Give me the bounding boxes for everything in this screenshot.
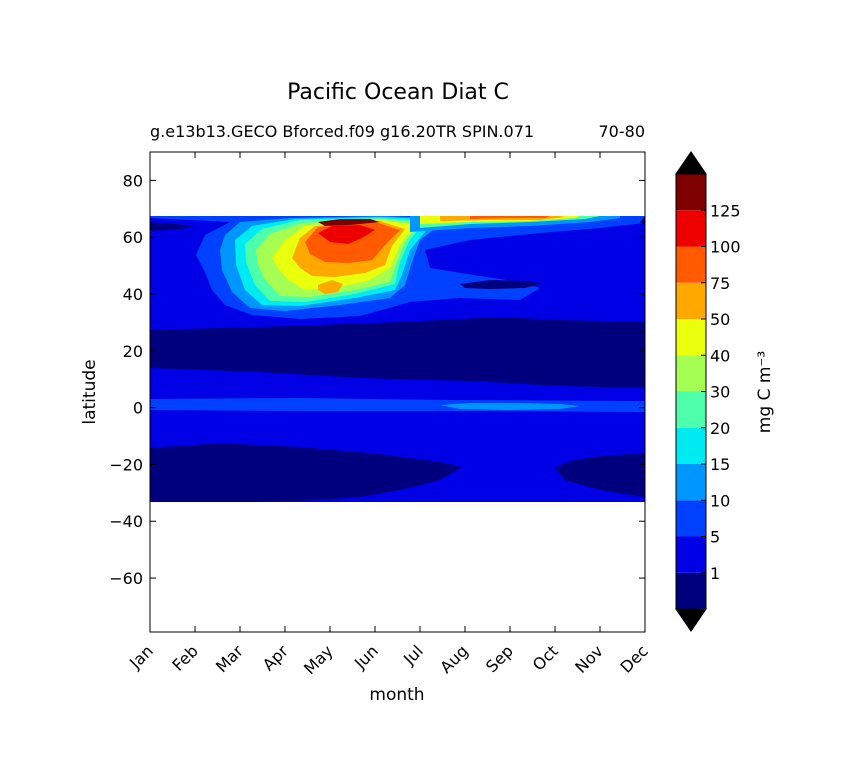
x-tick-label: Nov (571, 641, 607, 677)
colorbar-tick-label: 5 (710, 528, 720, 547)
colorbar-tick-label: 50 (710, 310, 730, 329)
x-tick-label: Sep (482, 641, 517, 676)
colorbar-segment (676, 174, 706, 211)
contour-north-low (150, 317, 645, 388)
x-tick-label: Jun (350, 641, 382, 673)
chart-subtitle: g.e13b13.GECO Bforced.f09 g16.20TR SPIN.… (150, 122, 534, 141)
x-axis-label: month (369, 685, 424, 705)
y-tick-label: 60 (123, 228, 143, 247)
colorbar-tick-label: 20 (710, 419, 730, 438)
contour-south-low (150, 443, 462, 502)
plot-frame (149, 151, 646, 633)
colorbar-segment (676, 282, 706, 319)
contour-ne-low (460, 280, 542, 289)
colorbar-tick-label: 10 (710, 491, 730, 510)
colorbar-segment (676, 355, 706, 392)
colorbar-segment (676, 210, 706, 247)
colorbar-segment (676, 319, 706, 356)
colorbar-label: mg C m⁻³ (755, 351, 775, 433)
contour-ne-corner-low (640, 216, 645, 226)
y-tick-label: 0 (133, 399, 143, 418)
colorbar-tick-label: 30 (710, 383, 730, 402)
x-tick-label: Mar (212, 641, 247, 676)
contour-bloom-125 (318, 219, 380, 226)
contour-field (150, 216, 645, 502)
y-tick-label: 80 (123, 171, 143, 190)
colorbar-segment (676, 427, 706, 464)
contour-edge-75 (470, 216, 550, 219)
colorbar-tick-label: 125 (710, 201, 741, 220)
y-tick-label: −20 (109, 455, 143, 474)
colorbar-segment (676, 464, 706, 501)
colorbar-segment (676, 246, 706, 283)
x-tick-label: Jul (399, 641, 427, 669)
contour-nw-low (150, 222, 195, 231)
colorbar-tick-label: 40 (710, 346, 730, 365)
y-tick-label: 40 (123, 285, 143, 304)
colorbar-segment (676, 391, 706, 428)
colorbar-segment (676, 536, 706, 573)
colorbar-extend-min (675, 608, 707, 632)
x-tick-label: Jan (125, 641, 157, 673)
x-tick-label: Feb (168, 641, 201, 674)
colorbar-segment (676, 500, 706, 537)
colorbar-tick-label: 75 (710, 274, 730, 293)
x-tick-label: May (300, 641, 337, 678)
contour-south-low-east (555, 453, 645, 497)
chart-title: Pacific Ocean Diat C (287, 80, 509, 105)
contour-equator-inner (440, 403, 580, 410)
colorbar-extend-max (675, 151, 707, 175)
y-tick-label: −60 (109, 569, 143, 588)
colorbar-tick-label: 15 (710, 455, 730, 474)
x-tick-label: Aug (436, 641, 472, 677)
chart-subtitle-right: 70-80 (599, 122, 646, 141)
contour-bloom-100 (318, 225, 375, 244)
y-axis: 80 60 40 20 0 −20 −40 −60 (109, 171, 645, 588)
contour-bloom-50-pocket (318, 280, 343, 294)
colorbar-tick-label: 1 (710, 564, 720, 583)
x-tick-label: Apr (259, 641, 292, 674)
colorbar-segment (676, 572, 706, 609)
y-tick-label: −40 (109, 512, 143, 531)
x-tick-label: Dec (616, 641, 651, 676)
colorbar-tick-label: 100 (710, 238, 741, 257)
y-tick-label: 20 (123, 342, 143, 361)
x-tick-label: Oct (529, 641, 562, 674)
colorbar-outline (675, 151, 707, 632)
y-axis-label: latitude (80, 359, 100, 424)
